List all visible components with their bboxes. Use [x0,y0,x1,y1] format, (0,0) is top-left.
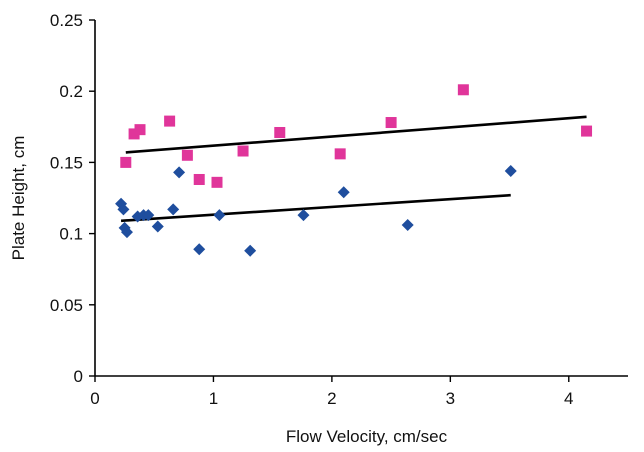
data-point-diamond [244,244,257,257]
data-point-square [181,149,193,161]
data-point-diamond [142,209,155,222]
data-point-diamond [167,203,180,216]
y-tick-label: 0.15 [50,153,83,172]
data-point-diamond [401,219,414,232]
data-point-square [164,115,176,127]
x-tick-label: 0 [90,389,99,408]
ticks-layer: 0 1 2 3 4 0 0.05 0.1 0.15 0.2 0.25 [50,11,574,408]
data-point-diamond [504,164,517,177]
data-point-square [237,145,249,157]
data-point-diamond [117,203,130,216]
x-tick-label: 2 [327,389,336,408]
data-point-square [457,84,469,96]
data-point-diamond [151,220,164,233]
data-point-square [274,126,286,138]
data-point-diamond [173,166,186,179]
data-point-diamond [120,226,133,239]
data-point-square [128,128,140,140]
y-tick-label: 0.1 [59,225,83,244]
data-point-square [385,117,397,129]
y-tick-label: 0.05 [50,296,83,315]
x-tick-label: 1 [209,389,218,408]
x-tick-label: 4 [564,389,573,408]
y-tick-label: 0 [74,367,83,386]
data-point-square [134,124,146,136]
data-point-diamond [297,209,310,222]
data-point-diamond [337,186,350,199]
x-tick-label: 3 [446,389,455,408]
data-point-diamond [193,243,206,256]
trendline-square [125,115,587,154]
x-axis-title: Flow Velocity, cm/sec [286,427,448,446]
y-tick-label: 0.25 [50,11,83,30]
plot-layer [115,84,593,257]
y-axis-title: Plate Height, cm [9,136,28,261]
data-point-square [120,156,132,168]
data-point-square [581,125,593,137]
data-point-square [211,176,223,188]
data-point-square [193,173,205,185]
data-point-square [334,148,346,160]
y-tick-label: 0.2 [59,82,83,101]
trendline-diamond [120,193,511,223]
data-point-diamond [213,209,226,222]
